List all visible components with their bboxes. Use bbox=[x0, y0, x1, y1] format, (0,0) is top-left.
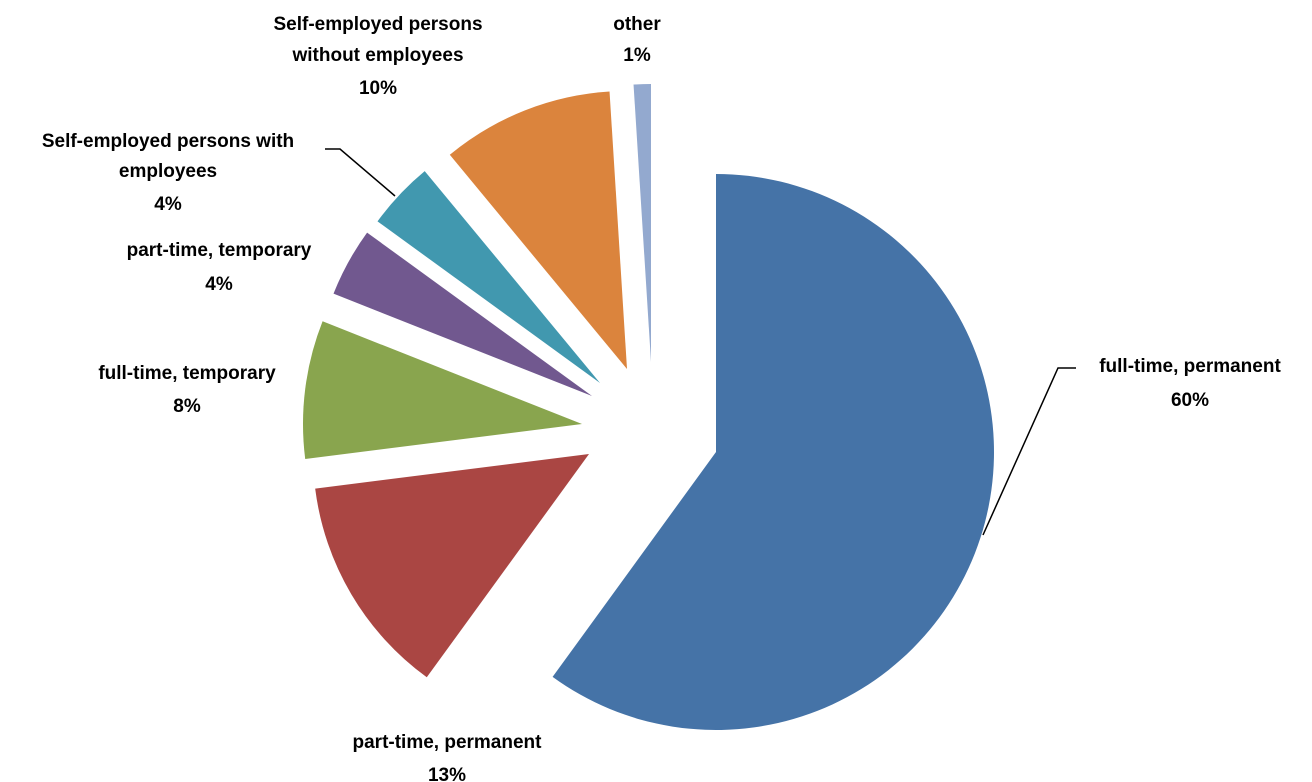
slice-full-time-permanent bbox=[552, 174, 994, 730]
slice-label-self-employed-persons-without-employees-0: Self-employed persons bbox=[273, 14, 482, 35]
slice-part-time-temporary bbox=[333, 232, 592, 396]
leader-line-full-time-permanent bbox=[982, 367, 1076, 536]
slice-label-full-time-permanent-0: full-time, permanent bbox=[1099, 356, 1281, 377]
pie-slices bbox=[302, 84, 994, 730]
slice-label-self-employed-persons-without-employees-1: without employees bbox=[291, 45, 463, 66]
slice-label-part-time-permanent-0: part-time, permanent bbox=[353, 732, 543, 753]
slice-self-employed-persons-with-employees bbox=[377, 171, 600, 383]
slice-value-part-time-temporary: 4% bbox=[205, 274, 233, 295]
slice-label-self-employed-persons-with-employees-1: employees bbox=[119, 161, 217, 182]
slice-labels: full-time, permanent 60% part-time, perman… bbox=[42, 14, 1282, 782]
slice-label-other-0: other bbox=[613, 14, 661, 35]
slice-label-self-employed-persons-with-employees-0: Self-employed persons with bbox=[42, 131, 294, 152]
slice-value-full-time-permanent: 60% bbox=[1171, 390, 1209, 411]
slice-value-part-time-permanent: 13% bbox=[428, 765, 466, 782]
leader-line-self-employed-persons-with-employees bbox=[325, 148, 396, 197]
slice-self-employed-persons-without-employees bbox=[449, 91, 627, 370]
slice-value-other: 1% bbox=[623, 45, 651, 66]
slice-other bbox=[633, 84, 651, 362]
slice-value-self-employed-persons-without-employees: 10% bbox=[359, 78, 397, 99]
slice-full-time-temporary bbox=[302, 321, 582, 459]
slice-value-self-employed-persons-with-employees: 4% bbox=[154, 194, 182, 215]
slice-part-time-permanent bbox=[315, 454, 589, 678]
slice-value-full-time-temporary: 8% bbox=[173, 396, 201, 417]
slice-label-part-time-temporary-0: part-time, temporary bbox=[127, 240, 312, 261]
leader-lines bbox=[325, 148, 1076, 536]
slice-label-full-time-temporary-0: full-time, temporary bbox=[98, 363, 276, 384]
